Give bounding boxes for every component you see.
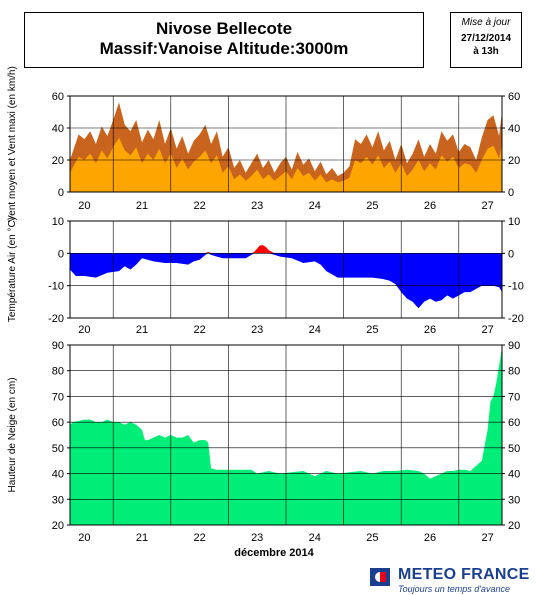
y-tick-label-right: 70: [508, 391, 520, 403]
y-tick-label-left: 70: [52, 391, 64, 403]
y-axis-label: Température Air (en °C): [7, 217, 18, 322]
y-tick-label-left: -20: [48, 313, 64, 325]
y-tick-label-left: 0: [58, 248, 64, 260]
y-tick-label-left: -10: [48, 281, 64, 293]
temperature-negative-area: [70, 253, 502, 309]
x-tick-label: 23: [251, 324, 263, 336]
y-tick-label-right: 30: [508, 494, 520, 506]
y-tick-label-right: 40: [508, 123, 520, 135]
x-tick-label: 24: [309, 532, 321, 544]
x-tick-label: 27: [481, 532, 493, 544]
y-tick-label-right: 60: [508, 91, 520, 103]
y-tick-label-left: 90: [52, 340, 64, 352]
x-tick-label: 21: [136, 200, 148, 212]
y-tick-label-right: 40: [508, 469, 520, 481]
y-tick-label-right: -20: [508, 313, 524, 325]
y-tick-label-left: 60: [52, 417, 64, 429]
x-tick-label: 24: [309, 324, 321, 336]
y-tick-label-right: 90: [508, 340, 520, 352]
x-tick-label: 26: [424, 200, 436, 212]
panel-frame: [69, 220, 503, 319]
y-tick-label-right: 20: [508, 155, 520, 167]
x-tick-label: 25: [366, 200, 378, 212]
logo-name: METEO FRANCE: [398, 566, 530, 583]
wind-mean-area: [70, 137, 502, 192]
station-name: Nivose Bellecote: [155, 19, 293, 38]
y-axis-label: Hauteur de Neige (en cm): [7, 377, 18, 492]
x-tick-label: 23: [251, 532, 263, 544]
panel-frame: [69, 95, 503, 193]
update-label: Mise à jour: [461, 17, 511, 28]
x-tick-label: 20: [78, 324, 90, 336]
station-title-box: Nivose Bellecote Massif:Vanoise Altitude…: [24, 12, 424, 68]
y-tick-label-left: 30: [52, 494, 64, 506]
y-axis-label: Vent moyen et Vent maxi (en km/h): [7, 66, 18, 222]
y-tick-label-left: 40: [52, 123, 64, 135]
snow-depth-area: [70, 347, 502, 525]
x-tick-label: 22: [193, 324, 205, 336]
x-tick-label: 27: [481, 200, 493, 212]
y-tick-label-right: 0: [508, 248, 514, 260]
x-tick-label: 22: [193, 532, 205, 544]
y-tick-label-left: 20: [52, 520, 64, 532]
y-tick-label-right: 0: [508, 187, 514, 199]
x-tick-label: 20: [78, 200, 90, 212]
x-tick-label: 21: [136, 532, 148, 544]
y-tick-label-left: 10: [52, 216, 64, 228]
x-tick-label: 24: [309, 200, 321, 212]
y-tick-label-left: 20: [52, 155, 64, 167]
y-tick-label-left: 40: [52, 469, 64, 481]
x-axis-label: décembre 2014: [234, 547, 314, 559]
y-tick-label-right: -10: [508, 281, 524, 293]
update-date: 27/12/2014: [460, 33, 512, 44]
y-tick-label-left: 60: [52, 91, 64, 103]
y-tick-label-right: 10: [508, 216, 520, 228]
y-tick-label-right: 60: [508, 417, 520, 429]
x-tick-label: 21: [136, 324, 148, 336]
y-tick-label-left: 0: [58, 187, 64, 199]
meteo-france-logo-icon: [370, 568, 390, 586]
station-location: Massif:Vanoise Altitude:3000m: [99, 39, 349, 58]
x-tick-label: 22: [193, 200, 205, 212]
y-tick-label-right: 50: [508, 443, 520, 455]
x-tick-label: 25: [366, 324, 378, 336]
x-tick-label: 20: [78, 532, 90, 544]
y-tick-label-left: 50: [52, 443, 64, 455]
x-tick-label: 26: [424, 324, 436, 336]
meteo-france-logo: METEO FRANCE Toujours un temps d'avance: [370, 566, 538, 594]
logo-tagline: Toujours un temps d'avance: [398, 584, 510, 594]
x-tick-label: 25: [366, 532, 378, 544]
update-time: à 13h: [473, 46, 499, 57]
x-tick-label: 26: [424, 532, 436, 544]
update-info-box: Mise à jour 27/12/2014 à 13h: [450, 12, 522, 68]
y-tick-label-right: 20: [508, 520, 520, 532]
x-tick-label: 27: [481, 324, 493, 336]
y-tick-label-left: 80: [52, 366, 64, 378]
panel-frame: [69, 344, 503, 526]
x-tick-label: 23: [251, 200, 263, 212]
y-tick-label-right: 80: [508, 366, 520, 378]
